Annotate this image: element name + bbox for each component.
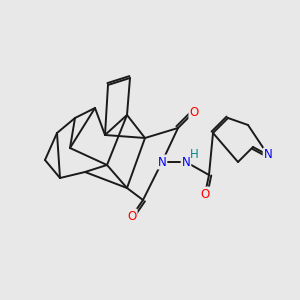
- Text: N: N: [264, 148, 272, 161]
- Text: O: O: [200, 188, 210, 200]
- Text: O: O: [189, 106, 199, 118]
- Text: N: N: [182, 155, 190, 169]
- Text: N: N: [158, 155, 166, 169]
- Text: O: O: [128, 209, 136, 223]
- Text: H: H: [190, 148, 198, 160]
